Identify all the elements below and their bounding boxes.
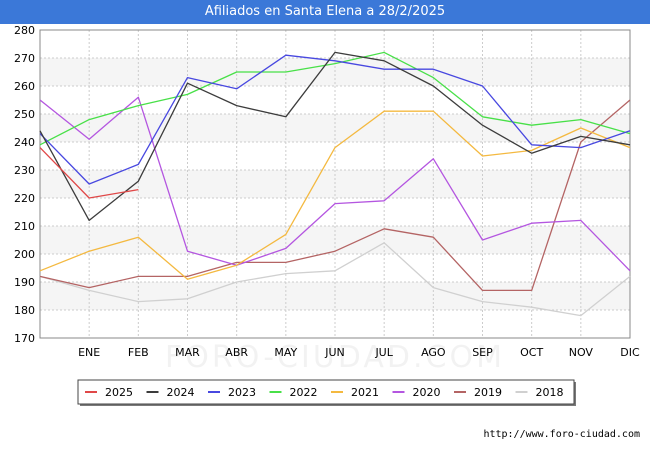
y-tick-label: 230	[14, 164, 35, 177]
legend-label-2021: 2021	[351, 386, 379, 399]
legend-label-2022: 2022	[290, 386, 318, 399]
series-line-2024	[39, 51, 631, 222]
source-url: http://www.foro-ciudad.com	[483, 429, 640, 440]
y-tick-label: 170	[14, 332, 35, 345]
series-line-2025	[39, 147, 139, 199]
legend-label-2024: 2024	[167, 386, 195, 399]
series-line-2019	[39, 99, 631, 292]
y-tick-label: 200	[14, 248, 35, 261]
x-tick-label: MAR	[175, 346, 200, 359]
x-tick-label: DIC	[620, 346, 640, 359]
y-tick-label: 240	[14, 136, 35, 149]
legend-label-2023: 2023	[228, 386, 256, 399]
legend-box	[77, 379, 575, 405]
legend: 2025 2024 2023 2022 2021 2020 2019 2018	[77, 379, 576, 406]
x-axis: ENE FEB MAR ABR MAY JUN JUL AGO SEP OCT NOV DIC	[78, 346, 640, 359]
series-line-2021	[39, 110, 631, 280]
x-tick-label: NOV	[569, 346, 594, 359]
x-tick-label: ENE	[78, 346, 100, 359]
series-line-2022	[39, 51, 631, 146]
x-tick-label: MAY	[274, 346, 297, 359]
series-line-2020	[39, 96, 631, 272]
y-tick-label: 260	[14, 80, 35, 93]
grid	[39, 29, 631, 339]
y-tick-label: 190	[14, 276, 35, 289]
y-tick-label: 220	[14, 192, 35, 205]
y-tick-label: 270	[14, 52, 35, 65]
y-axis: 170 180 190 200 210 220 230 240 250 260 270 280	[14, 24, 35, 345]
y-tick-label: 210	[14, 220, 35, 233]
chart-title: Afiliados en Santa Elena a 28/2/2025	[0, 0, 650, 24]
series-lines	[39, 51, 631, 317]
x-tick-label: AGO	[421, 346, 446, 359]
series-line-2023	[39, 54, 631, 185]
legend-label-2025: 2025	[105, 386, 133, 399]
plot-border	[39, 29, 631, 339]
legend-label-2019: 2019	[474, 386, 502, 399]
legend-label-2020: 2020	[413, 386, 441, 399]
x-tick-label: SEP	[472, 346, 493, 359]
x-tick-label: OCT	[520, 346, 543, 359]
y-tick-label: 180	[14, 304, 35, 317]
y-tick-label: 250	[14, 108, 35, 121]
watermark: FORO-CIUDAD.COM	[165, 340, 505, 375]
series-line-2018	[39, 242, 631, 317]
x-tick-label: JUN	[324, 346, 345, 359]
x-tick-label: ABR	[225, 346, 248, 359]
legend-label-2018: 2018	[536, 386, 564, 399]
y-tick-label: 280	[14, 24, 35, 37]
x-tick-label: JUL	[374, 346, 393, 359]
x-tick-label: FEB	[128, 346, 149, 359]
